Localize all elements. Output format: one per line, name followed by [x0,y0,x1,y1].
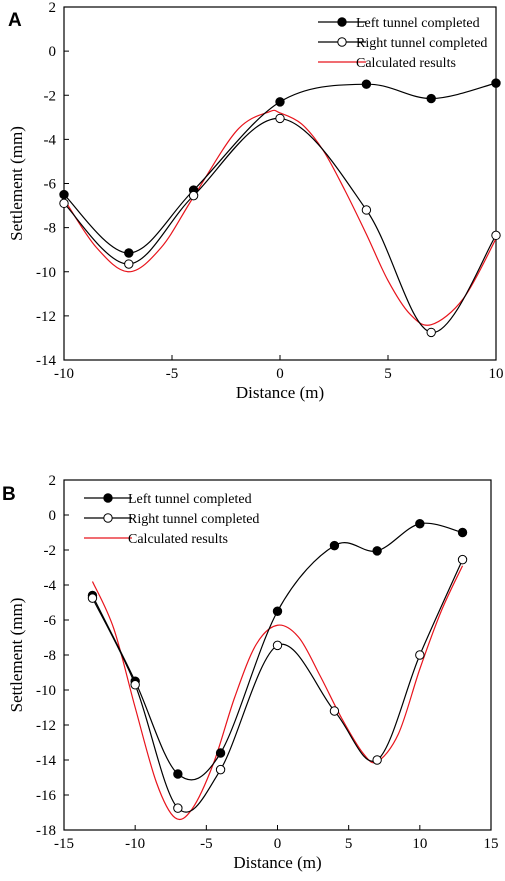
y-tick-label: -6 [44,177,57,193]
filled-data-point [59,189,69,200]
y-tick-label: -4 [44,132,57,148]
legend-marker [337,17,347,27]
legend-marker [337,37,347,47]
open-data-point [188,190,199,201]
y-tick-label: -18 [36,823,56,839]
chart-panel-a: -10 -5 0 5 10 -14 -12 -10 -8 -6 -4 -2 0 2 Distance (m)… [7,0,504,402]
y-tick-label: -10 [36,265,56,281]
legend-label: Calculated results [356,56,456,71]
y-axis-label: Settlement (mm) [7,598,26,713]
open-data-point [491,230,501,241]
y-tick-label: -10 [36,683,56,699]
filled-data-point [215,748,226,758]
open-data-point [372,755,382,765]
y-axis-label: Settlement (mm) [7,126,26,241]
open-data-point [59,198,69,209]
panel-label: B [2,484,16,505]
y-tick-label: -12 [36,309,56,325]
series-line-left-tunnel-completed [91,522,463,781]
open-data-point [415,650,425,660]
x-tick-label: -5 [166,366,179,382]
filled-data-point [457,527,468,538]
x-tick-label: 5 [384,366,392,382]
y-tick-label: 0 [49,508,57,524]
y-tick-label: -14 [36,753,56,769]
x-axis-label: Distance (m) [233,853,321,872]
open-data-point [173,803,183,813]
filled-data-point [124,248,134,258]
y-tick-label: 2 [49,473,57,489]
x-tick-label: -10 [54,366,74,382]
y-tick-label: 2 [49,0,57,16]
open-data-point [130,680,140,690]
y-tick-label: -8 [44,221,57,237]
filled-data-point [272,606,283,616]
series-line-calculated-results [91,565,464,821]
x-tick-label: 5 [345,836,353,852]
open-data-point [361,205,372,215]
legend-label: Left tunnel completed [356,16,480,31]
open-data-point [457,554,468,565]
filled-data-point [491,78,501,88]
open-data-point [329,706,340,716]
legend-label: Right tunnel completed [356,36,487,51]
legend: Left tunnel completed Right tunnel comple… [84,492,259,547]
filled-data-point [275,97,285,107]
y-tick-label: -4 [44,578,57,594]
filled-data-point [361,79,372,89]
y-tick-label: 0 [49,44,57,60]
x-tick-label: 10 [489,366,504,382]
y-tick-label: -2 [44,88,57,104]
y-tick-label: -6 [44,613,57,629]
legend-marker [103,513,113,523]
x-tick-label: 10 [412,836,427,852]
chart-panel-b: -15 -10 -5 0 5 10 15 -18 -16 -14 -12 -10 -8 -6 -4 -2 0 2 D… [2,473,499,872]
open-data-point [124,259,134,269]
y-tick-label: -16 [36,788,56,804]
x-tick-label: -5 [200,836,213,852]
x-tick-label: -15 [54,836,74,852]
series-line-calculated-results [63,109,497,326]
y-tick-label: -2 [44,543,57,559]
y-tick-label: -12 [36,718,56,734]
legend-label: Left tunnel completed [128,492,252,507]
filled-data-point [329,540,340,551]
open-data-point [426,327,436,338]
open-data-point [272,640,283,651]
series-line-right-tunnel-completed [91,559,464,813]
legend: Left tunnel completed Right tunnel comple… [318,16,487,71]
x-tick-label: 15 [484,836,499,852]
series-line-left-tunnel-completed [63,82,497,254]
filled-data-point [372,546,382,556]
y-tick-label: -8 [44,648,57,664]
x-tick-label: 0 [276,366,284,382]
filled-data-point [426,93,436,104]
filled-data-point [415,519,425,529]
open-data-point [215,764,226,775]
open-data-point [275,113,285,124]
filled-data-point [173,769,183,779]
y-tick-label: -14 [36,353,56,369]
x-tick-label: -10 [125,836,145,852]
series-line-right-tunnel-completed [63,117,497,334]
legend-label: Right tunnel completed [128,512,259,527]
panel-label: A [8,10,22,31]
open-data-point [87,593,98,603]
legend-marker [103,493,113,503]
x-axis-label: Distance (m) [236,383,324,402]
x-tick-label: 0 [274,836,282,852]
legend-label: Calculated results [128,532,228,547]
